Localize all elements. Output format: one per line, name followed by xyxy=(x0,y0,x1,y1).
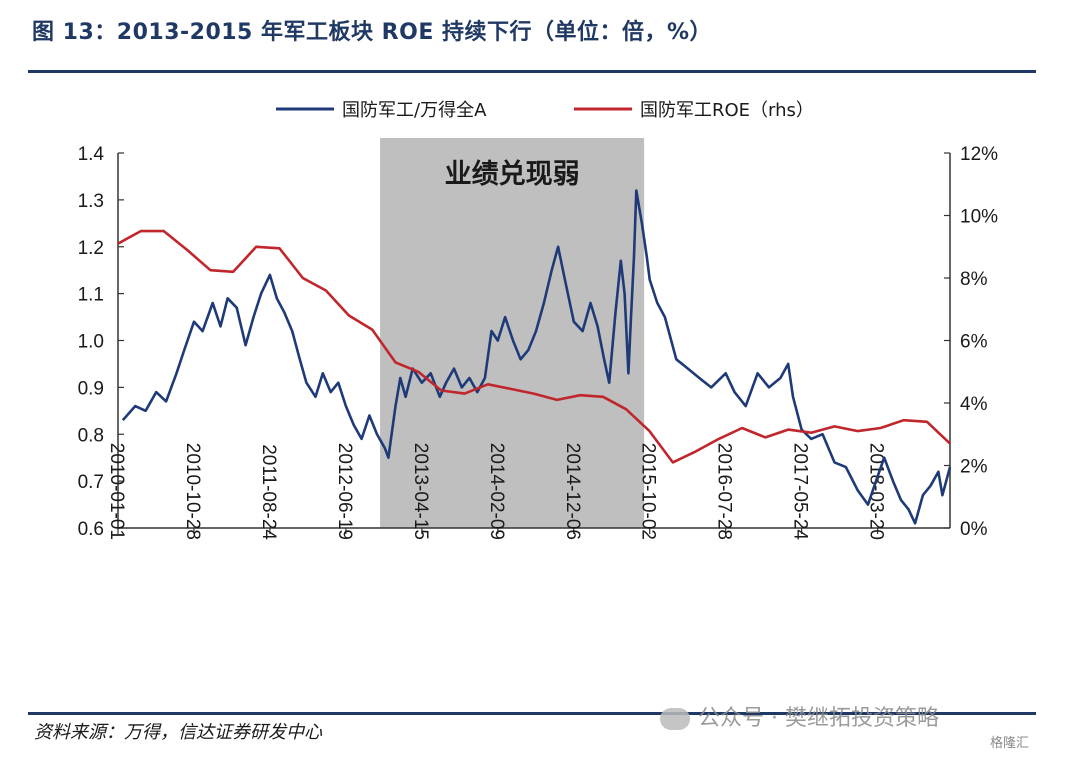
y-tick-label-right: 2% xyxy=(960,457,988,478)
y-tick-label-right: 4% xyxy=(960,394,988,415)
footer-divider xyxy=(28,712,1036,715)
series-line-1 xyxy=(121,189,952,525)
legend-label-1: 国防军工/万得全A xyxy=(342,100,487,121)
x-tick-label: 2014-12-06 xyxy=(562,443,583,540)
watermark-text: 公众号 · 樊继拓投资策略 xyxy=(698,706,939,731)
chart: 业绩兑现弱 0.6 0.7 0.8 0.9 1.0 1.1 1.2 1.3 1.4 0% 2% 4% 6… xyxy=(78,100,999,541)
x-tick-label: 2011-08-24 xyxy=(258,444,279,540)
legend-label-2: 国防军工ROE（rhs） xyxy=(640,100,814,121)
title-divider xyxy=(28,70,1036,73)
y-tick-label-left: 0.7 xyxy=(78,472,104,493)
x-tick-label: 2012-06-19 xyxy=(334,443,355,540)
page-title: 图 13：2013-2015 年军工板块 ROE 持续下行（单位：倍，%） xyxy=(32,20,713,45)
x-tick-label: 2016-07-28 xyxy=(714,443,735,540)
source-note: 资料来源：万得，信达证券研发中心 xyxy=(34,722,322,743)
y-tick-label-left: 0.8 xyxy=(78,425,104,446)
x-tick-label: 2017-05-24 xyxy=(790,443,811,541)
y-tick-label-left: 1.4 xyxy=(78,144,105,165)
x-tick-label: 2015-10-02 xyxy=(638,443,659,540)
y-tick-label-left: 0.6 xyxy=(78,519,104,540)
y-tick-label-right: 6% xyxy=(960,332,988,353)
y-tick-label-left: 0.9 xyxy=(78,378,104,399)
y-tick-label-right: 12% xyxy=(960,144,998,165)
y-tick-label-left: 1.2 xyxy=(78,238,104,259)
annotation-label: 业绩兑现弱 xyxy=(445,159,580,190)
stamp-text: 格隆汇 xyxy=(990,736,1030,751)
y-tick-label-left: 1.3 xyxy=(78,191,104,212)
y-tick-label-left: 1.1 xyxy=(78,285,104,306)
y-tick-label-left: 1.0 xyxy=(78,332,104,353)
x-tick-label: 2010-10-28 xyxy=(182,443,203,540)
x-tick-label: 2013-04-15 xyxy=(410,443,431,540)
watermark: 公众号 · 樊继拓投资策略 xyxy=(660,700,939,732)
y-tick-label-right: 10% xyxy=(960,207,998,228)
y-tick-label-right: 0% xyxy=(960,519,988,540)
y-tick-label-right: 8% xyxy=(960,269,988,290)
series-line-2 xyxy=(117,229,951,464)
x-tick-label: 2014-02-09 xyxy=(486,443,507,540)
x-tick-label: 2010-01-01 xyxy=(106,443,127,540)
wechat-icon xyxy=(660,708,690,730)
